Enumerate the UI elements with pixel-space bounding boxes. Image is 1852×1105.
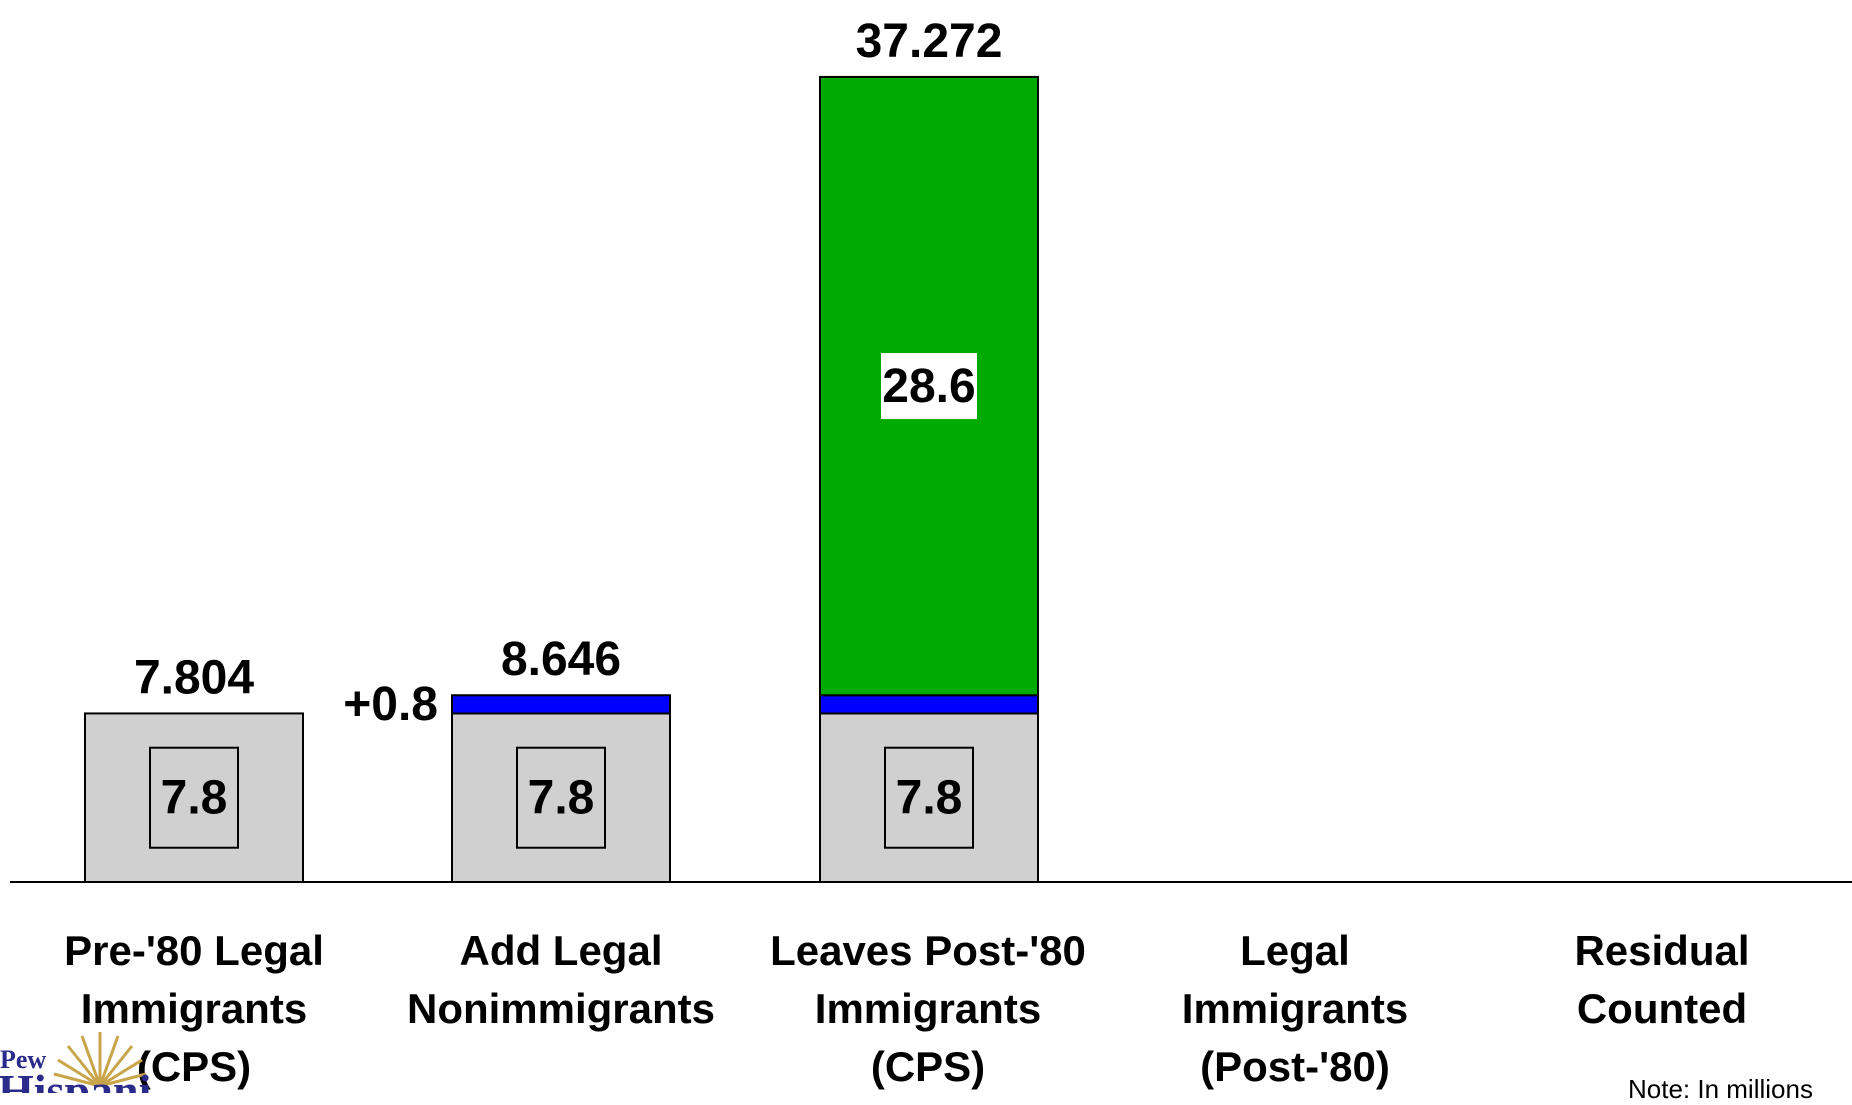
bar-3-segment-3-label: 28.6 (882, 360, 975, 413)
pew-hispanic-logo: Pew Hispanic (0, 1020, 172, 1105)
category-label-5-line-2: Counted (1576, 985, 1748, 1032)
category-label-2: Add Legal Nonimmigrants (381, 922, 741, 1038)
category-label-2-line-1: Add Legal (459, 927, 663, 974)
category-label-3-line-2: Immigrants (814, 985, 1042, 1032)
bar-3-segment-2 (819, 694, 1039, 715)
category-label-1-line-1: Pre-'80 Legal (64, 927, 324, 974)
category-label-1-line-3: (CPS) (136, 1043, 252, 1090)
bar-3-segment-1-label-box (884, 746, 974, 849)
bar-3-total-label: 37.272 (856, 15, 1003, 68)
category-label-4-line-3: (Post-'80) (1200, 1043, 1390, 1090)
category-label-4-line-2: Immigrants (1181, 985, 1409, 1032)
logo-text-hispanic: Hispanic (0, 1065, 150, 1093)
category-label-2-line-2: Nonimmigrants (406, 985, 716, 1032)
category-label-4-line-1: Legal (1240, 927, 1350, 974)
footnote: Note: In millions (1628, 1074, 1813, 1104)
bar-2-segment-2 (451, 694, 671, 715)
bar-3-segment-1-label: 7.8 (896, 772, 963, 825)
category-label-3: Leaves Post-'80 Immigrants (CPS) (748, 922, 1108, 1096)
bar-3-segment-3-label-box (881, 353, 977, 420)
bar-1-segment-1-label-box (149, 746, 239, 849)
bar-1-total-label: 7.804 (134, 651, 254, 704)
category-label-5-line-1: Residual (1574, 927, 1750, 974)
logo-text-pew: Pew (0, 1045, 46, 1074)
bar-2-segment-1 (451, 712, 671, 883)
category-label-1: Pre-'80 Legal Immigrants (CPS) (14, 922, 374, 1096)
category-label-4: Legal Immigrants (Post-'80) (1115, 922, 1475, 1096)
bar-1-segment-1 (84, 712, 304, 883)
annotation-1: +0.8 (343, 678, 438, 731)
bar-2-segment-1-label-box (516, 746, 606, 849)
category-label-3-line-1: Leaves Post-'80 (770, 927, 1086, 974)
bar-2-segment-1-label: 7.8 (528, 772, 595, 825)
bar-1-segment-1-label: 7.8 (161, 772, 228, 825)
category-label-1-line-2: Immigrants (80, 985, 308, 1032)
sun-icon (53, 1032, 147, 1088)
category-label-3-line-3: (CPS) (870, 1043, 986, 1090)
bar-2-total-label: 8.646 (501, 633, 621, 686)
category-label-5: Residual Counted (1482, 922, 1842, 1038)
